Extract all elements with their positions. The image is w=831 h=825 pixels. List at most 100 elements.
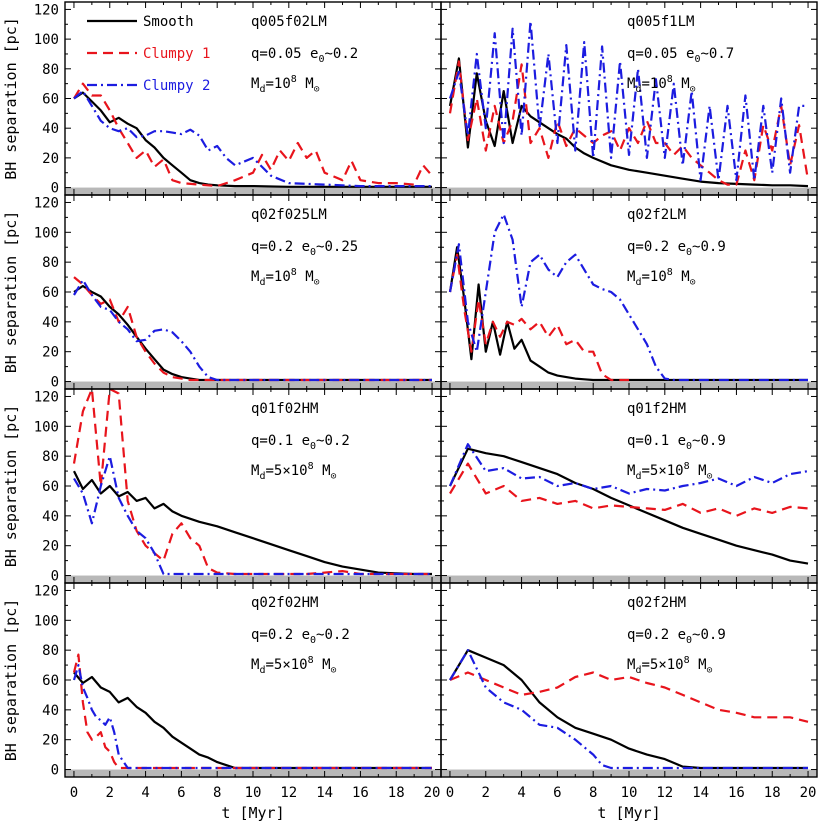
- y-tick-label: 40: [42, 509, 59, 525]
- series-clumpy-2-line: [448, 443, 809, 495]
- panel-curves: [73, 276, 432, 382]
- series-clumpy-2-line: [449, 649, 808, 770]
- x-axis-label-right: t [Myr]: [597, 804, 660, 822]
- panel-frame: [440, 388, 818, 584]
- series-smooth-line: [73, 284, 432, 382]
- x-tick-label: 2: [482, 785, 490, 801]
- panel-title: q02f02HM: [251, 595, 318, 611]
- x-tick-label: 16: [728, 785, 745, 801]
- y-tick-label: 120: [34, 389, 59, 405]
- y-tick-label: 80: [42, 643, 59, 659]
- y-tick-label: 20: [42, 151, 59, 167]
- y-tick-label: 60: [42, 285, 59, 301]
- y-axis-label: BH separation [pc]: [2, 599, 20, 762]
- panel-params: q=0.2 e0~0.2: [251, 627, 350, 646]
- y-axis-label: BH separation [pc]: [2, 211, 20, 374]
- panel-frame: [440, 194, 818, 390]
- panel-title: q005f02LM: [251, 14, 327, 30]
- series-smooth-line: [73, 671, 432, 770]
- x-tick-label: 10: [245, 785, 262, 801]
- series-smooth-line: [449, 447, 809, 565]
- series-clumpy-1-line: [72, 653, 432, 770]
- x-tick-label: 14: [316, 785, 333, 801]
- panel-mass: Md=108 M⊙: [627, 74, 696, 95]
- panel-title: q01f02HM: [251, 401, 318, 417]
- panel-curves: [448, 20, 810, 188]
- panel-frame: [440, 1, 818, 196]
- x-tick-label: 18: [388, 785, 405, 801]
- y-axis-label: BH separation [pc]: [2, 405, 20, 568]
- y-axis-label: BH separation [pc]: [2, 17, 20, 180]
- panel-curves: [73, 82, 433, 188]
- x-tick-label: 16: [352, 785, 369, 801]
- series-clumpy-2-line: [448, 213, 808, 382]
- y-tick-label: 20: [42, 733, 59, 749]
- x-tick-label: 20: [800, 785, 817, 801]
- panel-mass: Md=5×108 M⊙: [251, 655, 337, 676]
- x-tick-label: 18: [764, 785, 781, 801]
- series-smooth-line: [73, 91, 432, 188]
- y-tick-label: 120: [34, 2, 59, 18]
- panel-params: q=0.2 e0~0.9: [627, 239, 726, 258]
- y-tick-label: 120: [34, 195, 59, 211]
- x-tick-label: 0: [446, 785, 454, 801]
- panel-mass: Md=108 M⊙: [251, 267, 320, 288]
- y-tick-label: 100: [34, 225, 59, 241]
- series-clumpy-2-line: [73, 89, 432, 188]
- y-tick-label: 0: [51, 569, 59, 585]
- x-tick-label: 4: [517, 785, 525, 801]
- panel-title: q02f2HM: [627, 595, 686, 611]
- panel-mass: Md=5×108 M⊙: [627, 461, 713, 482]
- panel-curves: [448, 213, 808, 382]
- series-clumpy-1-line: [72, 389, 432, 576]
- y-tick-label: 40: [42, 121, 59, 137]
- panel-frame: [440, 582, 818, 778]
- panel-title: q01f2HM: [627, 401, 686, 417]
- series-clumpy-1-line: [449, 671, 809, 723]
- y-tick-label: 60: [42, 92, 59, 108]
- series-clumpy-1-line: [448, 60, 810, 186]
- x-axis-label: t [Myr]: [221, 804, 284, 822]
- y-tick-label: 40: [42, 703, 59, 719]
- series-clumpy-1-line: [448, 253, 629, 382]
- series-clumpy-1-line: [73, 82, 433, 188]
- panel-frame: [64, 582, 442, 778]
- x-tick-label: 6: [177, 785, 185, 801]
- series-clumpy-1-line: [73, 276, 432, 382]
- panel-curves: [449, 649, 809, 770]
- panel-params: q=0.2 e0~0.9: [627, 627, 726, 646]
- y-tick-label: 120: [34, 583, 59, 599]
- y-tick-label: 60: [42, 479, 59, 495]
- panel-curves: [72, 653, 432, 770]
- x-tick-label: 8: [213, 785, 221, 801]
- x-tick-label: 0: [70, 785, 78, 801]
- y-tick-label: 40: [42, 315, 59, 331]
- y-tick-label: 0: [51, 763, 59, 779]
- x-tick-label: 2: [106, 785, 114, 801]
- panel-params: q=0.05 e0~0.2: [251, 46, 358, 65]
- panel-curves: [448, 443, 809, 565]
- panel-mass: Md=108 M⊙: [627, 267, 696, 288]
- x-tick-label: 20: [424, 785, 441, 801]
- x-tick-label: 6: [553, 785, 561, 801]
- legend-label: Clumpy 2: [143, 78, 210, 94]
- y-tick-label: 100: [34, 613, 59, 629]
- series-clumpy-2-line: [73, 455, 432, 576]
- x-tick-label: 12: [280, 785, 297, 801]
- panel-frame: [64, 194, 442, 390]
- panel-mass: Md=5×108 M⊙: [251, 461, 337, 482]
- panel-title: q02f025LM: [251, 207, 327, 223]
- y-tick-label: 100: [34, 32, 59, 48]
- panel-curves: [72, 389, 432, 576]
- y-tick-label: 80: [42, 62, 59, 78]
- legend-label: Smooth: [143, 14, 194, 30]
- panel-title: q005f1LM: [627, 14, 694, 30]
- series-clumpy-2-line: [72, 663, 432, 770]
- panel-params: q=0.05 e0~0.7: [627, 46, 734, 65]
- series-clumpy-1-line: [449, 462, 809, 517]
- y-tick-label: 0: [51, 181, 59, 197]
- x-tick-label: 4: [141, 785, 149, 801]
- y-tick-label: 80: [42, 255, 59, 271]
- x-tick-label: 8: [589, 785, 597, 801]
